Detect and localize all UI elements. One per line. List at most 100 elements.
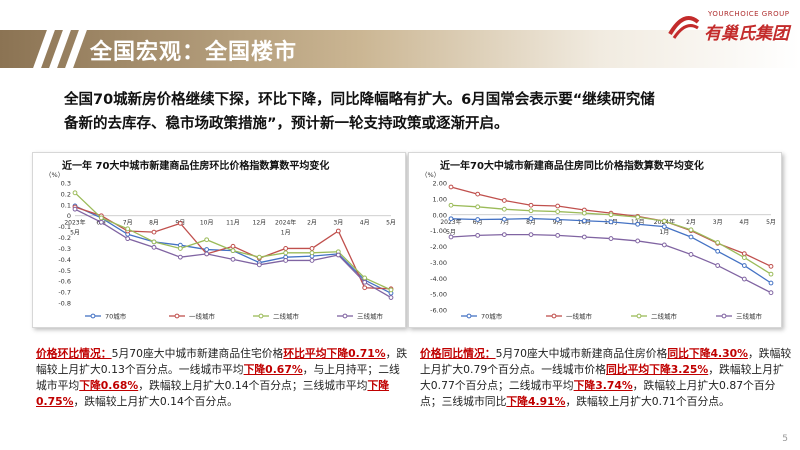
yoy-chart-panel: （%） 2.00 1.00 0.00 -1.00 -2.00 -3.00 -4.00 -5.00… (408, 152, 782, 328)
company-logo: YOURCHOICE GROUP 有巢氏集团 (668, 8, 794, 44)
x-tick-label: 2月 (307, 220, 317, 227)
analysis-text: ，跌幅较上月扩大0.14个百分点；三线城市平均 (138, 379, 368, 392)
legend-label: 一线城市 (566, 312, 593, 321)
data-point (72, 190, 78, 196)
legend-label: 70城市 (105, 312, 127, 321)
data-point (715, 240, 721, 245)
data-point (741, 251, 747, 257)
data-point (177, 246, 183, 251)
data-point (362, 279, 368, 285)
slide-header: 全国宏观：全国楼市 (0, 30, 800, 68)
legend-label: 70城市 (481, 312, 503, 321)
analysis-highlight: 同比下降4.30% (667, 347, 748, 360)
y-tick-label: 0.3 (61, 180, 71, 188)
legend-marker (90, 313, 96, 319)
data-point (635, 214, 641, 220)
data-point (555, 232, 561, 238)
data-point (283, 250, 289, 256)
data-point (125, 236, 131, 242)
y-tick-label: -0.5 (58, 267, 71, 275)
data-point (608, 236, 614, 241)
y-axis-unit: （%） (421, 171, 440, 179)
y-tick-label: -0.4 (58, 256, 71, 264)
data-point (555, 209, 561, 214)
y-tick-label: -1.00 (430, 227, 447, 235)
summary-line: 备新的去库存、稳市场政策措施”，预计新一轮支持政策或逐渐开启。 (64, 116, 509, 132)
mom-analysis: 价格环比情况：5月70座大中城市新建商品住宅价格环比平均下降0.71%，跌幅较上… (36, 346, 408, 410)
x-tick-label: 10月 (200, 220, 214, 227)
data-point (475, 191, 481, 197)
data-point (528, 232, 534, 237)
data-point (204, 247, 210, 252)
x-tick-label: 3月 (713, 219, 723, 226)
data-point (741, 263, 747, 268)
x-tick-label: 7月 (123, 220, 133, 227)
data-point (362, 275, 368, 281)
logo-english: YOURCHOICE GROUP (708, 10, 790, 18)
data-point (608, 219, 614, 225)
legend-label: 二线城市 (651, 312, 678, 321)
y-tick-label: -6.00 (430, 307, 447, 315)
data-point (448, 184, 454, 190)
data-point (256, 254, 262, 260)
data-point (283, 258, 289, 263)
data-point (283, 246, 289, 251)
data-point (309, 250, 315, 256)
data-point (309, 246, 315, 251)
data-point (768, 280, 774, 286)
data-point (635, 221, 641, 227)
page-title: 全国宏观：全国楼市 (90, 40, 298, 65)
legend-label: 三线城市 (357, 312, 384, 321)
data-point (688, 252, 694, 257)
analysis-highlight: 下降0.75% (36, 379, 390, 408)
y-tick-label: -0.7 (58, 289, 71, 297)
analysis-text: ，跌幅较上月扩大0.14个百分点。 (73, 395, 238, 408)
x-tick-label: 12月 (253, 220, 267, 227)
legend-label: 二线城市 (273, 312, 300, 321)
analysis-text: 5月70座大中城市新建商品住宅价格 (111, 347, 284, 360)
series-line (450, 217, 772, 284)
y-tick-label: 0.00 (433, 211, 447, 219)
mom-analysis-label: 价格环比情况： (36, 347, 112, 360)
data-point (362, 285, 368, 291)
data-point (388, 295, 394, 300)
analysis-text: ，跌幅较上月扩大0.79个百分点。一线城市价格 (420, 347, 792, 376)
data-point (688, 227, 694, 233)
data-point (501, 198, 507, 203)
summary-text: 全国70城新房价格继续下探，环比下降，同比降幅略有扩大。6月国常会表示要“继续研… (64, 88, 764, 136)
data-point (177, 254, 183, 260)
analysis-text: ，跌幅较上月扩大0.77个百分点；二线城市平均 (420, 363, 784, 392)
data-point (335, 228, 341, 234)
yoy-chart-title: 近一年70大中城市新建商品住房同比价格指数算数平均变化 (440, 161, 704, 172)
data-point (309, 258, 315, 263)
data-point (388, 287, 394, 293)
analysis-highlight: 下降3.74% (573, 379, 633, 392)
logo-mark-icon (668, 16, 700, 39)
analysis-highlight: 下降0.68% (79, 379, 139, 392)
analysis-text: 5月70座大中城市新建商品住房价格 (495, 347, 668, 360)
y-tick-label: -5.00 (430, 291, 447, 299)
y-tick-label: -2.00 (430, 243, 447, 251)
data-point (528, 208, 534, 214)
analysis-text: ，跌幅较上月扩大0.71个百分点。 (565, 395, 730, 408)
y-tick-label: 0.2 (61, 190, 71, 198)
data-point (715, 263, 721, 268)
x-tick-label: 4月 (739, 219, 749, 226)
x-tick-label: 9月 (553, 219, 563, 226)
data-point (528, 202, 534, 208)
x-tick-label: 2023年 5月 (440, 218, 461, 236)
yoy-analysis-label: 价格同比情况： (420, 347, 496, 360)
mom-chart-panel: （%） 0.3 0.2 0.1 0 -0.1 -0.2 -0.3 -0.4 -0.5 -0.6 -0.… (32, 152, 406, 328)
summary-line: 全国70城新房价格继续下探，环比下降，同比降幅略有扩大。6月国常会表示要“继续研… (64, 92, 655, 108)
x-tick-label: 8月 (526, 219, 536, 226)
data-point (661, 224, 667, 230)
analysis-text: ，与上月持平；二线城市平均 (36, 363, 400, 392)
data-point (608, 212, 614, 218)
x-tick-label: 6月 (473, 219, 483, 226)
x-tick-label: 2023年 5月 (64, 219, 85, 237)
y-tick-label: -4.00 (430, 275, 447, 283)
data-point (230, 256, 236, 262)
analysis-highlight: 下降4.91% (506, 395, 566, 408)
data-point (768, 263, 774, 269)
